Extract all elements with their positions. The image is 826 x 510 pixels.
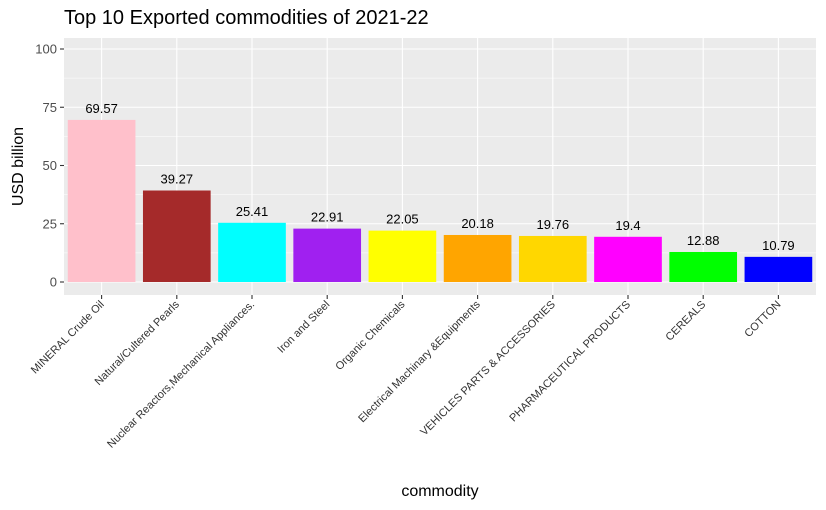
- bar: [218, 222, 286, 282]
- bar: [669, 251, 738, 282]
- bar: [594, 236, 662, 282]
- data-label: 20.18: [461, 216, 494, 231]
- x-tick-label: Organic Chemicals: [333, 298, 408, 373]
- data-label: 39.27: [161, 172, 194, 187]
- y-tick-label: 0: [50, 275, 57, 290]
- data-label: 19.4: [615, 218, 640, 233]
- x-tick-label: Natural/Cultered Pearls: [93, 298, 183, 388]
- bar: [293, 228, 362, 282]
- x-tick-label: COTTON: [742, 299, 783, 340]
- x-tick-label: Nuclear Reactors,Mechanical Appliances.: [105, 299, 257, 451]
- bar: [368, 230, 437, 282]
- x-tick-label: Iron and Steel: [275, 299, 332, 356]
- data-label: 10.79: [762, 238, 795, 253]
- data-label: 12.88: [687, 233, 720, 248]
- x-tick-label: PHARMACEUTICAL PRODUCTS: [507, 299, 633, 425]
- x-tick-label: Electrical Machinary &Equipments: [356, 298, 483, 425]
- bar: [142, 190, 211, 282]
- data-label: 22.91: [311, 210, 344, 225]
- x-tick-label: MINERAL Crude Oil: [29, 299, 107, 377]
- x-tick-label: CEREALS: [664, 299, 709, 344]
- data-label: 22.05: [386, 212, 419, 227]
- data-label: 25.41: [236, 204, 269, 219]
- data-label: 19.76: [537, 217, 570, 232]
- y-tick-label: 75: [43, 100, 57, 115]
- x-tick-label: VEHICLES PARTS & ACCESSORIES: [418, 299, 558, 439]
- chart-title: Top 10 Exported commodities of 2021-22: [64, 7, 429, 29]
- y-tick-label: 50: [43, 158, 57, 173]
- x-axis-title: commodity: [401, 483, 478, 500]
- y-tick-label: 100: [35, 42, 57, 57]
- y-tick-label: 25: [43, 216, 57, 231]
- data-label: 69.57: [85, 101, 118, 116]
- data-labels: 69.57 39.27 25.41 22.91 22.05 20.18 19.76 19.4 1…: [85, 101, 794, 253]
- bar: [744, 256, 813, 282]
- y-axis: 0 25 50 75 100: [35, 42, 64, 290]
- bar: [67, 119, 136, 282]
- y-axis-title: USD billion: [10, 127, 27, 206]
- bar: [443, 234, 512, 282]
- bar: [518, 235, 587, 282]
- bars: [67, 119, 813, 282]
